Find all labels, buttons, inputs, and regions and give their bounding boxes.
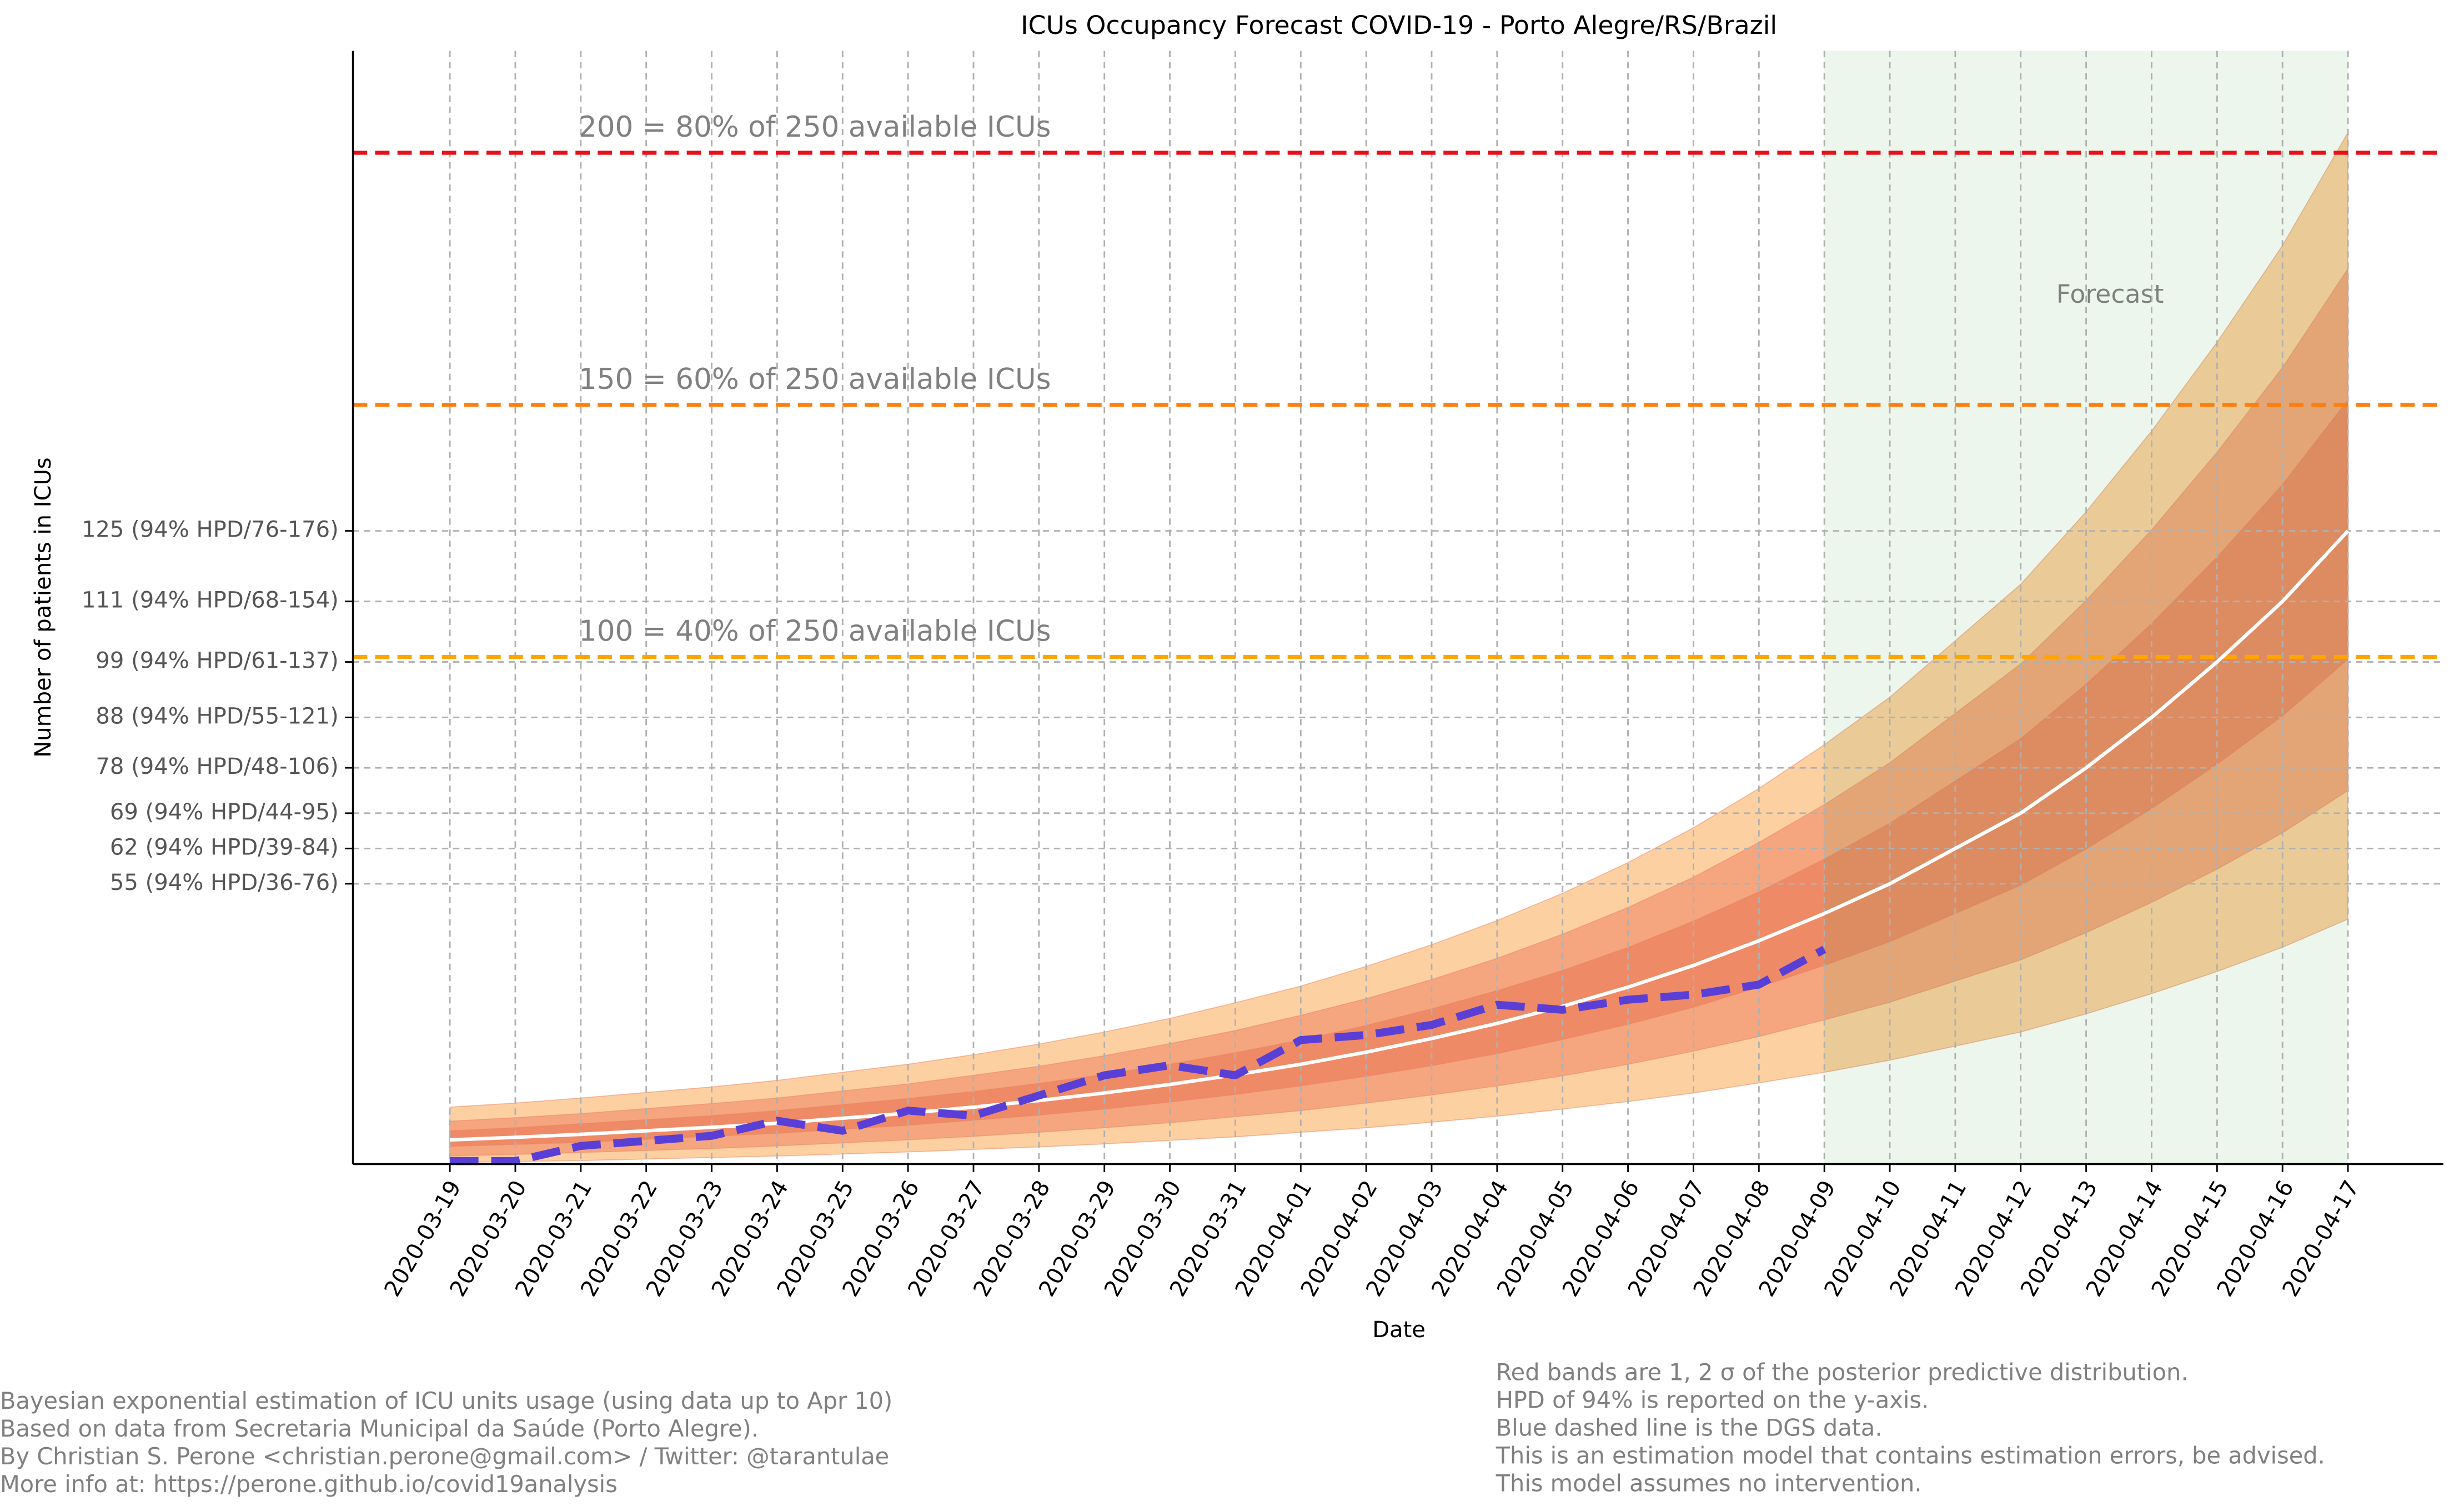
note-right: Blue dashed line is the DGS data. — [1496, 1414, 1883, 1442]
chart-title: ICUs Occupancy Forecast COVID-19 - Porto… — [1021, 10, 1777, 40]
x-axis-label: Date — [1372, 1317, 1426, 1343]
note-right: HPD of 94% is reported on the y-axis. — [1496, 1386, 1929, 1413]
note-right: This model assumes no intervention. — [1496, 1470, 1922, 1497]
note-left: By Christian S. Perone <christian.perone… — [0, 1443, 889, 1470]
note-left: More info at: https://perone.github.io/c… — [0, 1470, 618, 1498]
y-tick-label: 99 (94% HPD/61-137) — [96, 648, 338, 674]
y-tick-label: 62 (94% HPD/39-84) — [110, 834, 339, 860]
plot-area: Forecast 200 = 80% of 250 available ICUs 1… — [0, 51, 2443, 1498]
note-left: Based on data from Secretaria Municipal … — [0, 1415, 759, 1442]
note-right: This is an estimation model that contain… — [1496, 1442, 2325, 1469]
y-axis-label: Number of patients in ICUs — [31, 457, 56, 757]
y-tick-label: 55 (94% HPD/36-76) — [110, 870, 339, 895]
y-tick-label: 78 (94% HPD/48-106) — [96, 754, 338, 779]
note-left: Bayesian exponential estimation of ICU u… — [0, 1387, 892, 1414]
note-right: Red bands are 1, 2 σ of the posterior pr… — [1496, 1358, 2189, 1385]
reference-label: 100 = 40% of 250 available ICUs — [579, 615, 1051, 648]
data-line — [449, 529, 2350, 1142]
y-tick-label: 125 (94% HPD/76-176) — [82, 517, 339, 543]
y-tick-label: 111 (94% HPD/68-154) — [82, 588, 339, 613]
reference-label: 150 = 60% of 250 available ICUs — [579, 363, 1051, 396]
reference-label: 200 = 80% of 250 available ICUs — [579, 111, 1051, 144]
y-tick-label: 88 (94% HPD/55-121) — [96, 703, 338, 729]
y-tick-label: 69 (94% HPD/44-95) — [110, 799, 339, 825]
forecast-label: Forecast — [2056, 279, 2164, 309]
data-line — [450, 945, 1826, 1165]
